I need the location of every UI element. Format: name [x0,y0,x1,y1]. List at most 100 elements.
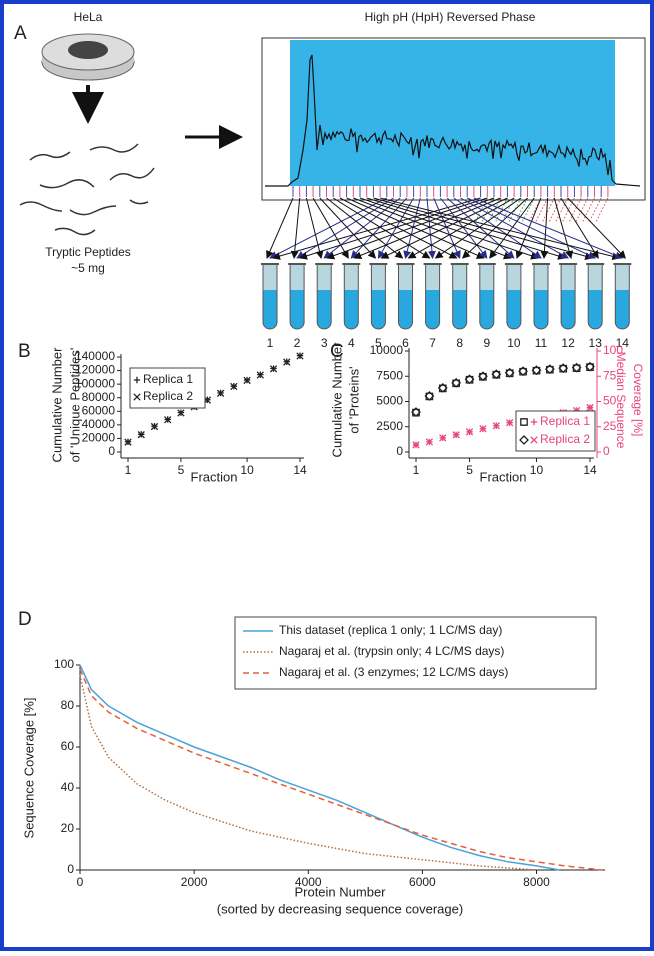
fraction-arrow [350,197,408,259]
tube-top [534,264,548,290]
sample-amount: ~5 mg [71,261,105,275]
x-tick-label: 6000 [409,875,436,889]
fraction-arrow [540,197,549,259]
fraction-arrow [379,197,621,261]
panel-label: A [14,23,27,44]
tube-label: 4 [348,336,355,350]
tube-liquid [534,290,548,329]
marker [124,438,132,446]
fraction-arrow [433,197,461,259]
tube-outline [560,264,576,330]
charts: B020000400006000080000100000120000140000… [18,341,645,916]
fraction-arrow [377,197,415,259]
x-axis-label: Protein Number [294,884,386,899]
y-tick-label: 20 [61,821,75,835]
line-series [79,664,560,871]
tube-label: 3 [321,336,328,350]
line-series [79,675,537,871]
peptides [19,143,155,236]
x-tick-label: 2000 [181,875,208,889]
tube-top [425,264,440,290]
x-tick-label: 5 [466,463,473,477]
marker [412,441,420,449]
fraction-arrow [290,197,301,259]
fraction-arrow [366,197,567,260]
method-title: High pH (HpH) Reversed Phase [365,10,536,24]
marker [519,435,529,445]
fraction-drop [541,197,555,223]
marker [256,371,264,379]
fraction-drop [548,197,562,223]
tube-label: 13 [589,336,603,350]
y2-tick-label: 0 [603,444,610,458]
tube-outline [425,264,441,330]
fraction-arrow [326,197,495,260]
y-tick-label: 0 [396,444,403,458]
y2-axis-label: Coverage [%] [631,364,645,437]
fraction-arrow [440,197,488,259]
marker [133,376,141,384]
y-tick-label: 80 [61,698,75,712]
y-tick-label: 40 [61,780,75,794]
tube-outline [533,264,549,330]
y2-axis-label: Median Sequence [614,352,628,449]
legend-label: Replica 2 [540,432,590,446]
y-tick-label: 5000 [376,394,403,408]
marker [269,365,278,373]
fraction-arrow [403,197,421,259]
y-tick-label: 7500 [376,368,403,382]
y-tick-label: 60 [61,739,75,753]
tube-label: 1 [267,336,274,350]
y-axis-label: Sequence Coverage [%] [21,698,36,839]
marker [506,419,514,427]
fraction-arrow [446,197,515,259]
y-tick-label: 120000 [75,363,115,377]
fraction-arrow [466,197,597,259]
fraction-arrow [296,197,394,259]
marker [137,431,145,439]
sample-label: Tryptic Peptides [45,245,131,259]
marker [531,365,542,376]
tube-top [479,264,494,290]
fraction-arrow [346,197,485,259]
fraction-arrow [473,197,624,260]
y-tick-label: 2500 [376,419,403,433]
marker [296,352,304,360]
marker [586,403,594,412]
tube-liquid [263,290,277,329]
marker [479,425,487,433]
y-tick-label: 40000 [82,417,116,431]
fraction-drop [588,197,602,223]
x-tick-label: 10 [530,463,544,477]
tube-top [506,264,521,290]
tube-top [263,264,277,290]
x-tick-label: 14 [583,463,597,477]
tube-top [561,264,576,290]
legend-label: Nagaraj et al. (trypsin only; 4 LC/MS da… [279,644,504,658]
legend-box [515,410,596,452]
tube-top [344,264,359,290]
tube-liquid [561,290,576,330]
fraction-arrow [269,197,388,259]
fraction-arrow [323,197,401,259]
marker [243,376,251,385]
tube-outline [479,264,495,330]
collection-window [290,40,615,186]
legend-box [129,367,206,409]
x-tick-label: 14 [293,463,307,477]
fraction-arrow [426,197,436,259]
marker [530,418,538,426]
marker [439,434,447,442]
fraction-drop [494,197,508,223]
fraction-drop [595,197,609,223]
marker [478,371,488,382]
fraction-arrow [326,197,404,259]
fraction-arrow [461,197,528,259]
fraction-arrow [272,197,481,260]
tube-label: 7 [429,336,436,350]
fraction-arrow [305,197,324,259]
x-tick-label: 8000 [523,875,550,889]
x-tick-label: 5 [178,463,185,477]
